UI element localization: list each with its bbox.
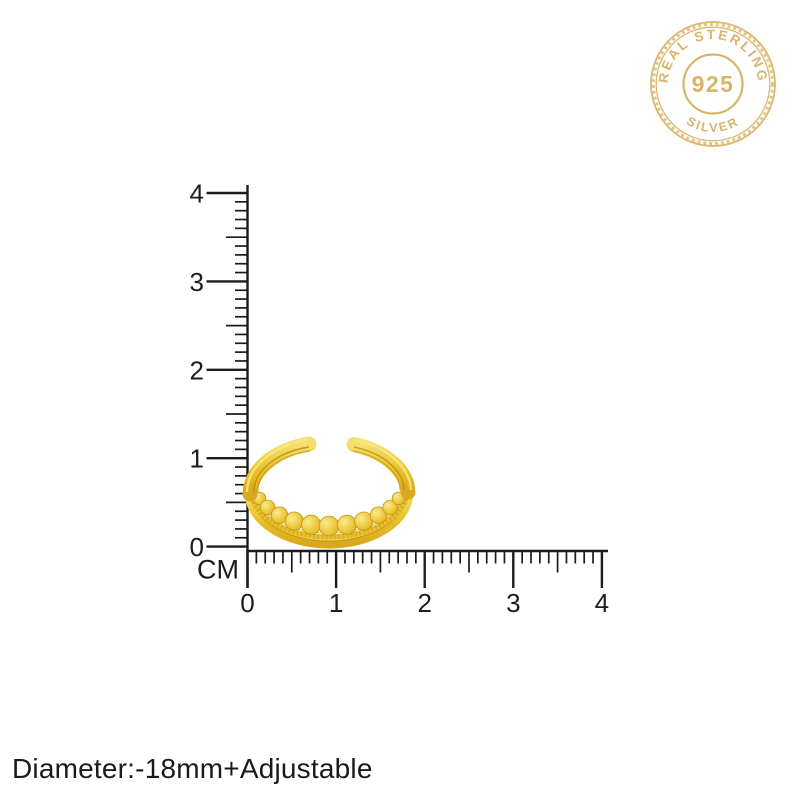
ring-bead — [259, 499, 276, 516]
badge-center-text: 925 — [692, 71, 735, 97]
ring-left-arm — [242, 436, 317, 502]
horizontal-ruler-label: 0 — [240, 588, 254, 618]
horizontal-ruler-label: 3 — [506, 588, 520, 618]
vertical-ruler-label: 4 — [190, 179, 204, 209]
vertical-ruler-label: 0 — [190, 532, 204, 562]
badge-inner-rim-circle — [655, 26, 771, 142]
ring-left-arm-highlight — [245, 438, 308, 493]
ring-bead — [336, 514, 357, 535]
sterling-925-badge: REAL STERLING SILVER 925 — [650, 21, 776, 147]
horizontal-ruler-label: 1 — [329, 588, 343, 618]
ring-right-arm-groove-2 — [352, 450, 401, 491]
ruler-unit-label: CM — [197, 555, 239, 585]
badge-arc-bottom-text: SILVER — [684, 114, 741, 135]
horizontal-ruler-label: 2 — [417, 588, 431, 618]
vertical-ruler-label: 3 — [190, 267, 204, 297]
horizontal-ruler-label: 4 — [595, 588, 609, 618]
ring-ridge-band — [248, 489, 410, 540]
badge-scallop-edge — [652, 23, 774, 145]
ring-left-arm-groove-2 — [257, 450, 311, 493]
ring-left-arm-groove-1 — [253, 446, 310, 493]
badge-center-circle — [682, 53, 744, 115]
ring-right-arm-highlight — [355, 438, 413, 491]
caption-text: Diameter:-18mm+Adjustable — [12, 753, 373, 784]
badge-outer-circle — [650, 21, 776, 147]
ring-right-arm — [346, 437, 416, 500]
ring-bead — [284, 511, 304, 531]
vertical-ruler-label: 2 — [190, 355, 204, 385]
gold-ring-image — [242, 436, 416, 549]
ring-bead — [318, 515, 340, 537]
ring-right-arm-groove-1 — [353, 446, 405, 491]
ring-bead — [369, 506, 388, 524]
vertical-ruler-label: 1 — [190, 444, 204, 474]
ring-bead — [301, 514, 322, 535]
ring-bead — [382, 499, 399, 516]
ring-bottom-band — [244, 487, 414, 549]
